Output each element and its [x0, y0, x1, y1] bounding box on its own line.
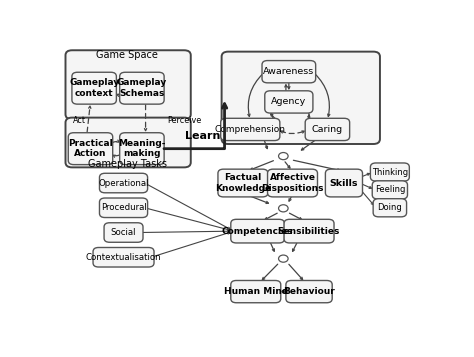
Text: Awareness: Awareness [263, 67, 314, 76]
Text: Gameplay
Schemas: Gameplay Schemas [117, 79, 167, 98]
Text: Procedural: Procedural [100, 203, 146, 212]
FancyBboxPatch shape [65, 117, 191, 167]
FancyBboxPatch shape [119, 133, 164, 165]
FancyBboxPatch shape [100, 198, 147, 217]
FancyBboxPatch shape [265, 91, 313, 113]
FancyBboxPatch shape [373, 199, 407, 217]
Text: Meaning-
making: Meaning- making [118, 139, 165, 159]
FancyBboxPatch shape [372, 181, 408, 199]
FancyBboxPatch shape [286, 281, 332, 303]
Circle shape [279, 152, 288, 160]
Text: Skills: Skills [330, 178, 358, 187]
FancyBboxPatch shape [222, 52, 380, 144]
Text: Competencies: Competencies [222, 227, 293, 236]
FancyBboxPatch shape [231, 281, 281, 303]
Text: Caring: Caring [312, 125, 343, 134]
Text: Gameplay Tasks: Gameplay Tasks [88, 159, 167, 169]
FancyBboxPatch shape [325, 169, 363, 197]
Text: Learn: Learn [185, 131, 220, 141]
Text: Sensibilities: Sensibilities [278, 227, 340, 236]
FancyBboxPatch shape [65, 50, 191, 119]
FancyBboxPatch shape [104, 223, 143, 242]
Text: Behaviour: Behaviour [283, 287, 335, 296]
Text: Practical
Action: Practical Action [68, 139, 113, 159]
FancyBboxPatch shape [119, 72, 164, 104]
Text: Feeling: Feeling [374, 185, 405, 195]
FancyBboxPatch shape [267, 169, 318, 197]
FancyBboxPatch shape [231, 219, 284, 243]
Text: Perceive: Perceive [168, 116, 202, 125]
Text: Factual
Knowledge: Factual Knowledge [215, 174, 271, 193]
FancyBboxPatch shape [262, 61, 316, 83]
FancyBboxPatch shape [221, 118, 280, 141]
Text: Operational: Operational [98, 178, 149, 187]
FancyBboxPatch shape [218, 169, 268, 197]
FancyBboxPatch shape [370, 163, 410, 181]
FancyBboxPatch shape [284, 219, 334, 243]
FancyBboxPatch shape [72, 72, 117, 104]
Text: Thinking: Thinking [372, 167, 408, 177]
FancyBboxPatch shape [93, 247, 154, 267]
Text: Agency: Agency [271, 97, 307, 106]
Text: Act: Act [73, 116, 86, 125]
Text: Affective
Dispositions: Affective Dispositions [261, 174, 324, 193]
Circle shape [279, 255, 288, 262]
Text: Human Mind: Human Mind [224, 287, 288, 296]
FancyBboxPatch shape [305, 118, 350, 141]
Circle shape [279, 205, 288, 212]
Text: Comprehension: Comprehension [215, 125, 286, 134]
FancyBboxPatch shape [100, 173, 147, 193]
Text: Doing: Doing [377, 203, 402, 212]
Text: Game Space: Game Space [96, 50, 158, 60]
FancyBboxPatch shape [68, 133, 113, 165]
Text: Gameplay
context: Gameplay context [69, 79, 119, 98]
Text: Social: Social [111, 228, 137, 237]
Text: Contextualisation: Contextualisation [86, 253, 161, 262]
